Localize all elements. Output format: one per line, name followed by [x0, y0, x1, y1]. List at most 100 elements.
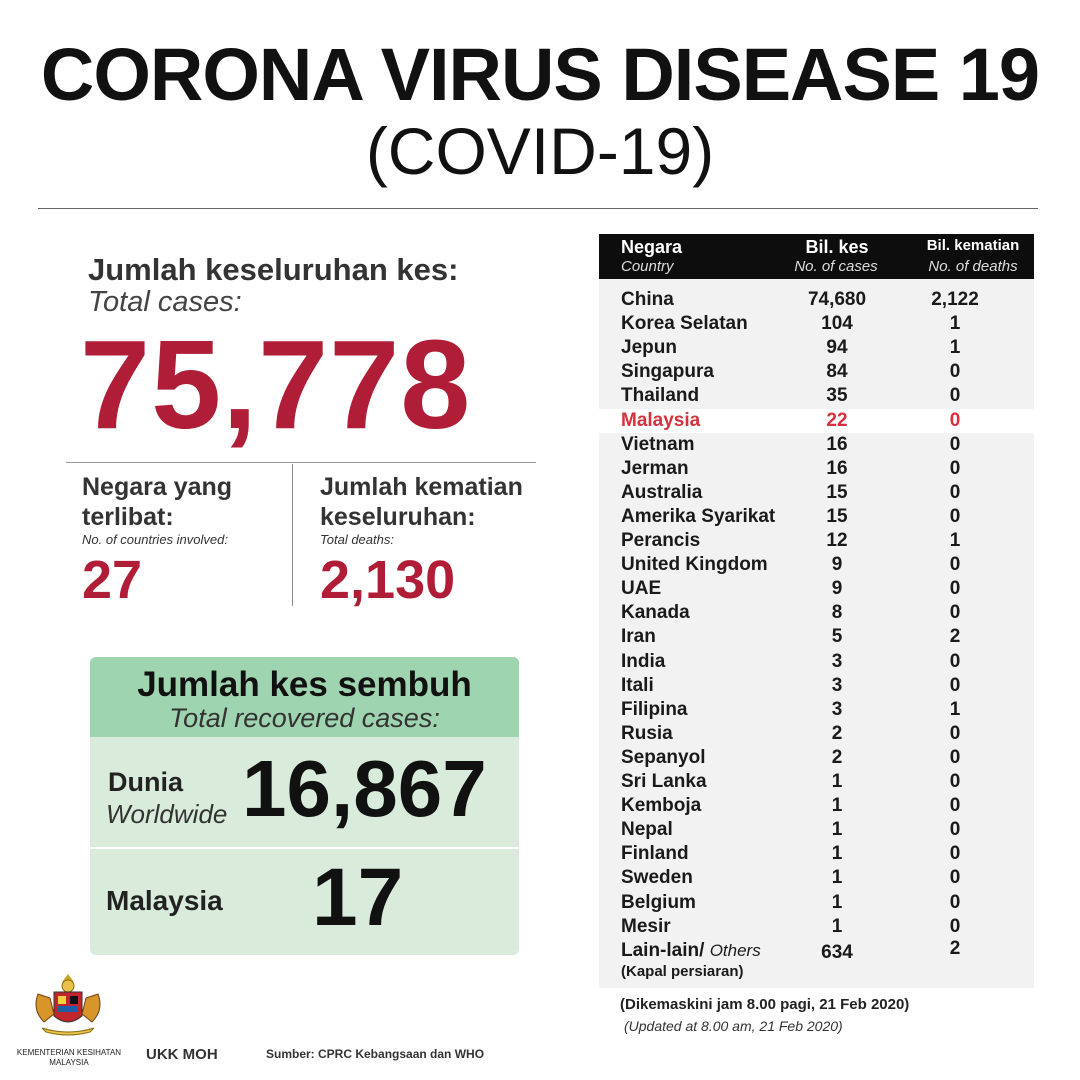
country-name: Kanada: [621, 602, 690, 624]
case-count: 84: [826, 361, 848, 383]
countries-label-2: terlibat:: [82, 503, 174, 531]
others-label-en: Others: [709, 941, 761, 960]
death-count: 0: [949, 602, 961, 624]
death-count: 0: [949, 361, 961, 383]
country-name: India: [621, 650, 666, 672]
death-count: 0: [949, 457, 961, 479]
country-name: Sri Lanka: [621, 771, 707, 792]
deaths-stat: Jumlah kematian keseluruhan: Total death…: [320, 472, 523, 607]
country-name: UAE: [621, 578, 662, 600]
recovered-panel: Jumlah kes sembuh Total recovered cases:…: [90, 657, 519, 955]
country-name: Australia: [621, 481, 703, 503]
recovered-title-en: Total recovered cases:: [169, 703, 440, 733]
table-row: Amerika Syarikat 15 0: [599, 505, 1034, 529]
worldwide-label-en: Worldwide: [106, 799, 228, 829]
country-name: Sepanyol: [621, 746, 706, 768]
deaths-value: 2,130: [320, 550, 456, 610]
death-count: 0: [949, 915, 961, 937]
table-row: Vietnam 16 0: [599, 433, 1034, 457]
case-count: 16: [826, 457, 848, 479]
country-name: Itali: [621, 674, 654, 696]
deaths-label-1: Jumlah kematian: [320, 473, 523, 501]
case-count: 2: [831, 746, 843, 768]
table-row: Sri Lanka 1 0: [599, 770, 1034, 794]
country-name: Finland: [621, 843, 689, 865]
worldwide-label: Dunia: [108, 767, 184, 797]
case-count: 9: [831, 578, 843, 600]
country-name: Thailand: [621, 385, 700, 407]
total-cases-value: 75,778: [80, 314, 472, 455]
page-subtitle: (COVID-19): [365, 114, 715, 188]
countries-label-en: No. of countries involved:: [82, 532, 228, 547]
table-row: Sweden 1 0: [599, 866, 1034, 890]
country-name: Singapura: [621, 361, 714, 383]
table-row: Jerman 16 0: [599, 457, 1034, 481]
table-row: China 74,680 2,122: [599, 288, 1034, 312]
others-note: (Kapal persiaran): [621, 963, 744, 980]
death-count: 0: [949, 819, 961, 841]
col-deaths-label: Bil. kematian: [926, 237, 1020, 254]
recovered-title: Jumlah kes sembuh: [137, 665, 472, 704]
table-header: Negara Country Bil. kes No. of cases Bil…: [599, 234, 1034, 279]
table-row: Rusia 2 0: [599, 722, 1034, 746]
ukk-moh-label: UKK MOH: [146, 1046, 218, 1063]
country-table: Negara Country Bil. kes No. of cases Bil…: [599, 234, 1034, 988]
stats-divider: [66, 462, 536, 463]
updated-note: (Dikemaskini jam 8.00 pagi, 21 Feb 2020): [620, 996, 910, 1013]
others-label-ms: Lain-lain/: [621, 940, 705, 961]
death-count: 0: [949, 433, 961, 455]
countries-value: 27: [82, 550, 143, 610]
table-row: Iran 5 2: [599, 625, 1034, 649]
recovered-separator: [90, 847, 519, 849]
stats-vertical-divider: [292, 464, 293, 606]
worldwide-recovered-value: 16,867: [242, 744, 487, 833]
death-count: 1: [949, 313, 961, 335]
case-count: 16: [826, 433, 848, 455]
total-cases-label-en: Total cases:: [88, 286, 242, 318]
case-count: 3: [831, 698, 843, 720]
table-row: Sepanyol 2 0: [599, 746, 1034, 770]
case-count: 22: [826, 409, 848, 431]
case-count: 74,680: [807, 289, 867, 310]
source-note: Sumber: CPRC Kebangsaan dan WHO: [266, 1047, 485, 1061]
country-name: Mesir: [621, 915, 671, 937]
others-country: Lain-lain/ Others: [621, 940, 761, 962]
col-cases-label-en: No. of cases: [794, 258, 878, 275]
death-count: 0: [949, 409, 961, 431]
case-count: 1: [831, 867, 843, 889]
case-count: 9: [831, 554, 843, 576]
death-count: 0: [949, 578, 961, 600]
country-name: Perancis: [621, 530, 701, 551]
case-count: 1: [831, 771, 843, 792]
case-count: 1: [831, 843, 843, 865]
countries-stat: Negara yang terlibat: No. of countries i…: [82, 472, 232, 607]
malaysia-recovered-value: 17: [312, 852, 404, 943]
death-count: 1: [949, 337, 961, 359]
table-row: UAE 9 0: [599, 577, 1034, 601]
table-row: Perancis 12 1: [599, 529, 1034, 553]
table-row: United Kingdom 9 0: [599, 553, 1034, 577]
case-count: 3: [831, 674, 843, 696]
case-count: 2: [831, 722, 843, 744]
death-count: 0: [949, 746, 961, 768]
table-row: Malaysia 22 0: [599, 408, 1034, 433]
col-country-label: Negara: [621, 237, 683, 257]
recovered-header: [90, 657, 519, 737]
table-row: Australia 15 0: [599, 481, 1034, 505]
deaths-label-2: keseluruhan:: [320, 503, 476, 531]
death-count: 0: [949, 771, 961, 792]
col-deaths-label-en: No. of deaths: [928, 258, 1018, 275]
death-count: 0: [949, 867, 961, 889]
death-count: 0: [949, 843, 961, 865]
countries-label-1: Negara yang: [82, 473, 233, 501]
case-count: 8: [831, 602, 843, 624]
case-count: 94: [826, 337, 848, 359]
table-row: India 3 0: [599, 650, 1034, 674]
case-count: 5: [831, 626, 843, 648]
others-deaths: 2: [949, 938, 961, 959]
death-count: 0: [949, 722, 961, 744]
others-cases: 634: [821, 942, 853, 963]
death-count: 2: [949, 626, 961, 648]
total-cases-label: Jumlah keseluruhan kes:: [88, 252, 459, 287]
death-count: 0: [949, 481, 961, 503]
